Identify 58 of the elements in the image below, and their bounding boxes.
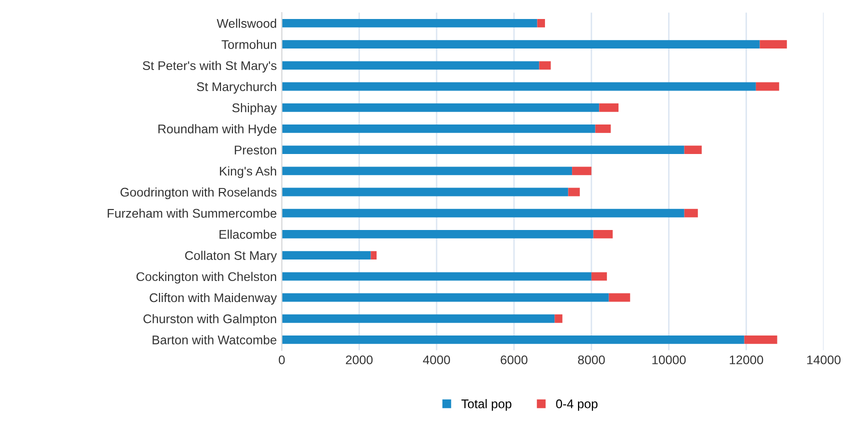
bar [282, 293, 609, 302]
y-tick-label: Churston with Galmpton [143, 314, 276, 326]
y-tick-label: King's Ash [220, 166, 276, 178]
bar [684, 146, 702, 154]
y-tick-label: Barton with Watcombe [152, 335, 276, 344]
y-tick-label: Furzeham with Summercombe [108, 208, 276, 218]
bar [593, 230, 613, 238]
bar [595, 124, 611, 133]
legend-label: Total pop [461, 399, 512, 411]
bar [568, 188, 580, 196]
y-tick-label: Tormohun [222, 40, 276, 49]
bar [282, 40, 760, 49]
bar [282, 208, 684, 218]
bar [554, 314, 562, 323]
bar [282, 314, 555, 323]
bar [591, 272, 607, 281]
y-tick-label: Wellswood [216, 18, 276, 28]
bar [282, 166, 572, 176]
bar [282, 188, 568, 196]
y-tick-label: Collaton St Mary [185, 250, 277, 262]
bar [282, 61, 540, 70]
x-tick-label: 12000 [730, 355, 764, 364]
bar [282, 335, 744, 344]
bar [282, 124, 596, 133]
bar [756, 82, 780, 91]
bar [537, 18, 545, 28]
x-tick-label: 0 [278, 355, 285, 364]
x-tick-label: 6000 [500, 355, 528, 364]
y-tick-label: St Peter's with St Mary's [142, 60, 276, 73]
y-tick-label: Goodrington with Roselands [120, 187, 276, 200]
legend-label: 0-4 pop [556, 399, 598, 411]
y-tick-label: Shiphay [232, 103, 277, 115]
y-tick-label: Cockington with Chelston [136, 272, 276, 284]
bar [760, 40, 787, 49]
bar [282, 18, 538, 28]
bar [744, 335, 778, 344]
bar [282, 82, 756, 91]
x-tick-label: 8000 [578, 355, 605, 364]
bar [572, 166, 592, 176]
y-tick-label: Roundham with Hyde [158, 124, 276, 136]
bar [599, 103, 619, 112]
bar [282, 251, 371, 260]
y-tick-label: Clifton with Maidenway [150, 292, 277, 305]
bar [282, 146, 684, 154]
bar [282, 230, 594, 238]
x-tick-label: 10000 [652, 355, 686, 364]
bar [370, 251, 377, 260]
x-tick-label: 14000 [807, 355, 841, 364]
bar [684, 208, 698, 218]
bar [608, 293, 630, 302]
x-tick-label: 2000 [346, 355, 373, 364]
bar [282, 103, 600, 112]
bar [282, 272, 592, 281]
bar [539, 61, 551, 70]
y-tick-label: Preston [234, 146, 276, 154]
x-tick-label: 4000 [422, 355, 450, 364]
y-tick-label: Ellacombe [220, 230, 276, 239]
y-tick-label: St Marychurch [196, 82, 276, 94]
